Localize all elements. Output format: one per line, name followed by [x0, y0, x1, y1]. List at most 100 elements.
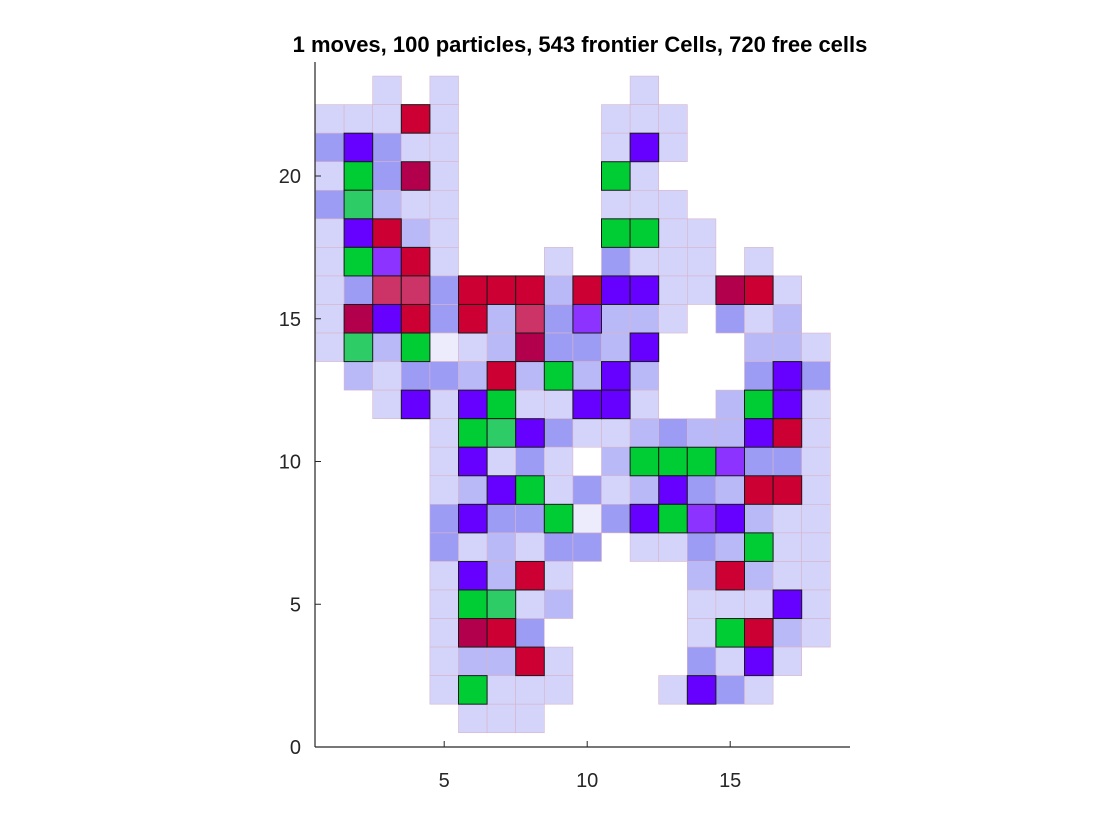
cell-13-16 [658, 275, 688, 305]
cell-9-9 [543, 475, 574, 505]
cell-4-15 [400, 303, 431, 334]
cell-3-16 [372, 275, 402, 305]
chart-title: 1 moves, 100 particles, 543 frontier Cel… [293, 32, 868, 57]
cell-4-22 [400, 104, 431, 134]
cell-10-13 [572, 361, 602, 391]
cell-2-15 [343, 303, 374, 334]
cell-2-19 [343, 189, 374, 220]
cell-10-16 [572, 275, 603, 305]
cell-12-17 [629, 247, 659, 277]
cell-1-14 [315, 332, 345, 362]
cell-10-12 [572, 389, 603, 420]
cell-4-12 [400, 389, 431, 420]
cell-13-2 [658, 675, 688, 705]
cell-2-13 [343, 361, 374, 391]
cell-6-16 [458, 275, 488, 305]
cell-5-17 [429, 247, 459, 277]
cell-7-9 [486, 475, 517, 505]
cell-10-11 [572, 418, 602, 448]
cells-layer [315, 75, 831, 734]
cell-1-16 [315, 275, 345, 305]
cell-12-13 [629, 361, 659, 391]
cell-17-7 [772, 532, 802, 562]
cell-3-17 [372, 246, 402, 277]
cell-5-22 [429, 104, 459, 134]
cell-14-2 [686, 675, 717, 705]
cell-17-11 [772, 418, 803, 448]
cell-7-15 [486, 304, 517, 334]
cell-3-21 [372, 132, 402, 163]
cell-1-21 [315, 132, 345, 163]
cell-5-8 [429, 504, 459, 534]
cell-5-4 [429, 618, 459, 648]
cell-7-11 [486, 418, 517, 448]
cell-17-8 [772, 504, 802, 534]
cell-11-21 [601, 132, 631, 163]
cell-14-3 [686, 646, 717, 676]
cell-13-15 [658, 304, 688, 334]
cell-16-16 [744, 275, 774, 305]
cell-9-6 [543, 561, 574, 591]
cell-9-15 [543, 304, 574, 334]
cell-9-2 [543, 675, 574, 705]
cell-4-20 [400, 161, 431, 191]
y-tick-label-0: 0 [290, 737, 301, 759]
cell-15-3 [715, 646, 745, 676]
cell-8-3 [515, 646, 545, 677]
cell-16-5 [744, 589, 774, 619]
cell-8-9 [515, 475, 545, 505]
cell-6-5 [458, 589, 488, 620]
cell-17-10 [772, 446, 802, 477]
cell-9-17 [543, 247, 574, 277]
cell-5-14 [429, 332, 459, 362]
cell-8-12 [515, 389, 545, 419]
cell-11-12 [601, 389, 631, 420]
cell-18-4 [801, 618, 831, 648]
cell-8-5 [515, 589, 545, 619]
cell-17-16 [772, 275, 802, 305]
cell-15-16 [715, 275, 746, 305]
cell-11-19 [601, 189, 631, 220]
cell-6-11 [458, 418, 488, 448]
cell-11-11 [601, 418, 631, 448]
cell-14-5 [686, 589, 717, 619]
cell-12-23 [629, 75, 659, 105]
cell-7-2 [486, 675, 517, 705]
cell-4-14 [400, 332, 431, 363]
cell-6-7 [458, 532, 488, 562]
cell-8-16 [515, 275, 545, 305]
cell-9-13 [543, 361, 574, 391]
cell-9-16 [543, 275, 574, 305]
cell-7-8 [486, 504, 517, 534]
cell-18-6 [801, 561, 831, 591]
cell-16-17 [744, 247, 774, 277]
cell-8-14 [515, 332, 545, 363]
cell-8-6 [515, 560, 545, 591]
cell-10-8 [572, 504, 602, 534]
cell-7-16 [486, 275, 517, 305]
cell-17-4 [772, 618, 802, 648]
cell-7-7 [486, 532, 517, 562]
cell-18-13 [801, 361, 831, 391]
cell-17-9 [772, 475, 803, 505]
cell-6-14 [458, 332, 488, 362]
cell-9-10 [543, 446, 574, 477]
cell-9-11 [543, 418, 574, 448]
cell-8-10 [515, 446, 545, 477]
cell-16-9 [744, 475, 774, 505]
cell-17-12 [772, 389, 803, 420]
y-tick-label-20: 20 [279, 166, 301, 188]
cell-6-12 [458, 389, 488, 420]
cell-11-15 [601, 304, 631, 334]
cell-13-11 [658, 418, 688, 448]
cell-7-5 [486, 589, 517, 620]
cell-16-15 [744, 304, 774, 334]
cell-2-22 [343, 104, 374, 134]
cell-6-13 [458, 361, 488, 391]
cell-13-19 [658, 189, 688, 220]
cell-2-18 [343, 218, 374, 248]
cell-15-8 [715, 503, 746, 534]
cell-6-4 [458, 618, 488, 648]
cell-3-15 [372, 303, 402, 334]
cell-15-15 [715, 304, 745, 334]
